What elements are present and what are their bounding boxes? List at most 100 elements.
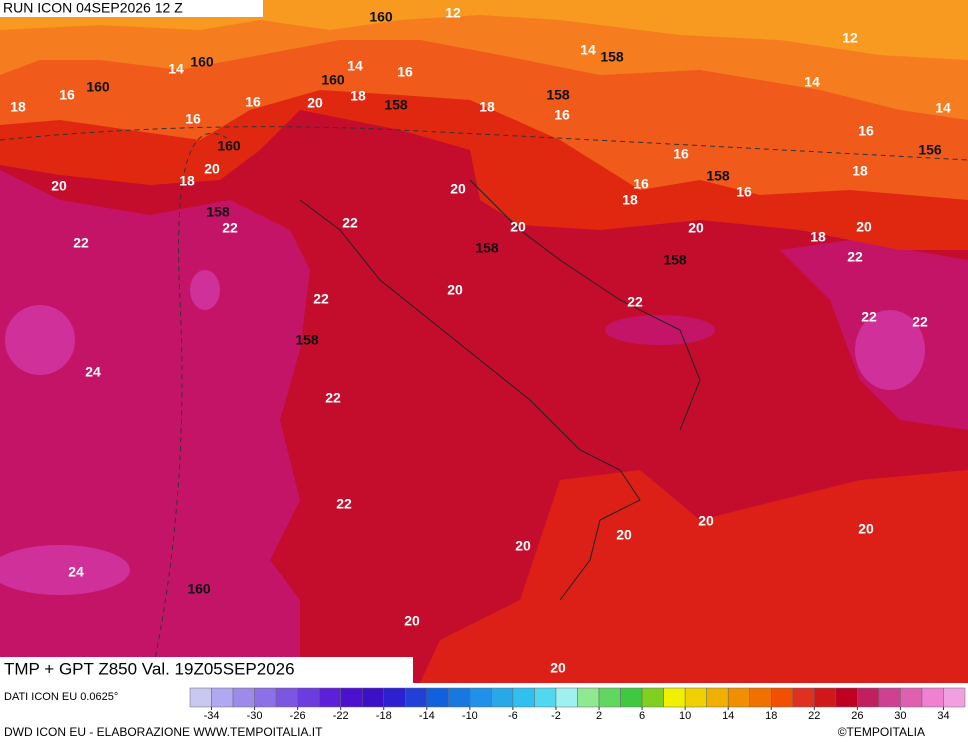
temp-field [605,315,715,345]
contour-label: 18 [479,99,495,115]
colorbar-cell [275,687,298,708]
contour-label: 16 [633,176,649,192]
coastline [299,199,641,601]
contour-label: 22 [336,496,352,512]
contour-label: 22 [861,309,877,325]
colorbar-cell [857,687,880,708]
colorbar-cell [620,687,643,708]
contour-label: 158 [706,168,730,184]
contour-label: 18 [810,229,826,245]
contour-label: 20 [550,660,566,676]
contour-label: 158 [663,252,687,268]
colorbar-label: -2 [551,710,561,722]
contour-label: 20 [515,538,531,554]
colorbar-cell [318,687,341,708]
contour-label: 22 [73,235,89,251]
contour-label: 18 [10,99,26,115]
temp-field [855,310,925,390]
colorbar-label: 2 [596,710,602,722]
contour-label: 160 [321,72,345,88]
contour-label: 18 [350,88,366,104]
colorbar-cell [706,687,729,708]
contour-label: 20 [510,219,526,235]
contour-label: 20 [447,282,463,298]
contour-label: 22 [342,215,358,231]
run-label: RUN ICON 04SEP2026 12 Z [3,0,183,16]
contour-label: 12 [445,5,461,21]
contour-label: 22 [912,314,928,330]
contour-label: 14 [580,42,596,58]
colorbar-cell [663,687,686,708]
contour-label: 16 [245,94,261,110]
colorbar-cell [426,687,449,708]
contour-label: 16 [397,64,413,80]
colorbar-cell [792,687,815,708]
contour-label: 24 [68,564,84,580]
colorbar-cell [749,687,772,708]
contour-label: 156 [918,142,942,158]
contour-label: 14 [804,74,820,90]
colorbar-cell [405,687,428,708]
contour-label: 14 [168,61,184,77]
colorbar-cell [469,687,492,708]
colorbar-label: -26 [290,710,306,722]
contour-label: 16 [554,107,570,123]
colorbar-cell [491,687,514,708]
copyright: ©TEMPOITALIA [838,725,925,739]
contour-label: 16 [858,123,874,139]
contour-label: 158 [384,97,408,113]
contour-label: 160 [190,54,214,70]
contour-label: 16 [59,87,75,103]
colorbar-label: 6 [639,710,645,722]
colorbar-cell [727,687,750,708]
contour-label: 158 [475,240,499,256]
contour-label: 20 [688,220,704,236]
colorbar-cell [921,687,944,708]
contour-label: 18 [179,173,195,189]
colorbar-cell [383,687,406,708]
colorbar-cell [448,687,471,708]
colorbar-label: 26 [851,710,863,722]
contour-label: 158 [546,87,570,103]
colorbar-cell [297,687,320,708]
contour-label: 22 [222,220,238,236]
contour-label: 16 [736,184,752,200]
colorbar-cell [900,687,923,708]
colorbar-cell [211,687,234,708]
contour-label: 20 [204,161,220,177]
temp-field [0,170,310,683]
colorbar-label: -34 [204,710,220,722]
colorbar-label: -22 [333,710,349,722]
colorbar-cell [943,687,966,708]
colorbar-cell [771,687,794,708]
temp-field [420,470,968,683]
contour-label: 20 [307,95,323,111]
colorbar-cell [340,687,363,708]
title-box [0,657,413,683]
contour-label: 20 [698,513,714,529]
contour-label: 20 [450,181,466,197]
coastline [469,179,701,431]
isohypse [0,126,968,161]
colorbar-label: -18 [376,710,392,722]
colorbar-label: 10 [679,710,691,722]
contour-label: 24 [85,364,101,380]
contour-label: 158 [295,332,319,348]
credit: DWD ICON EU - ELABORAZIONE WWW.TEMPOITAL… [4,725,323,739]
contour-label: 16 [185,111,201,127]
colorbar-label: -6 [508,710,518,722]
colorbar-cell [232,687,255,708]
colorbar-label: -10 [462,710,478,722]
contour-label: 160 [217,138,241,154]
contour-label: 160 [86,79,110,95]
contour-label: 14 [935,100,951,116]
contour-label: 18 [622,192,638,208]
colorbar-label: 30 [894,710,906,722]
colorbar-cell [684,687,707,708]
contour-label: 160 [369,9,393,25]
temp-field [5,305,75,375]
colorbar-cell [189,687,212,708]
colorbar-cell [598,687,621,708]
colorbar-cell [878,687,901,708]
